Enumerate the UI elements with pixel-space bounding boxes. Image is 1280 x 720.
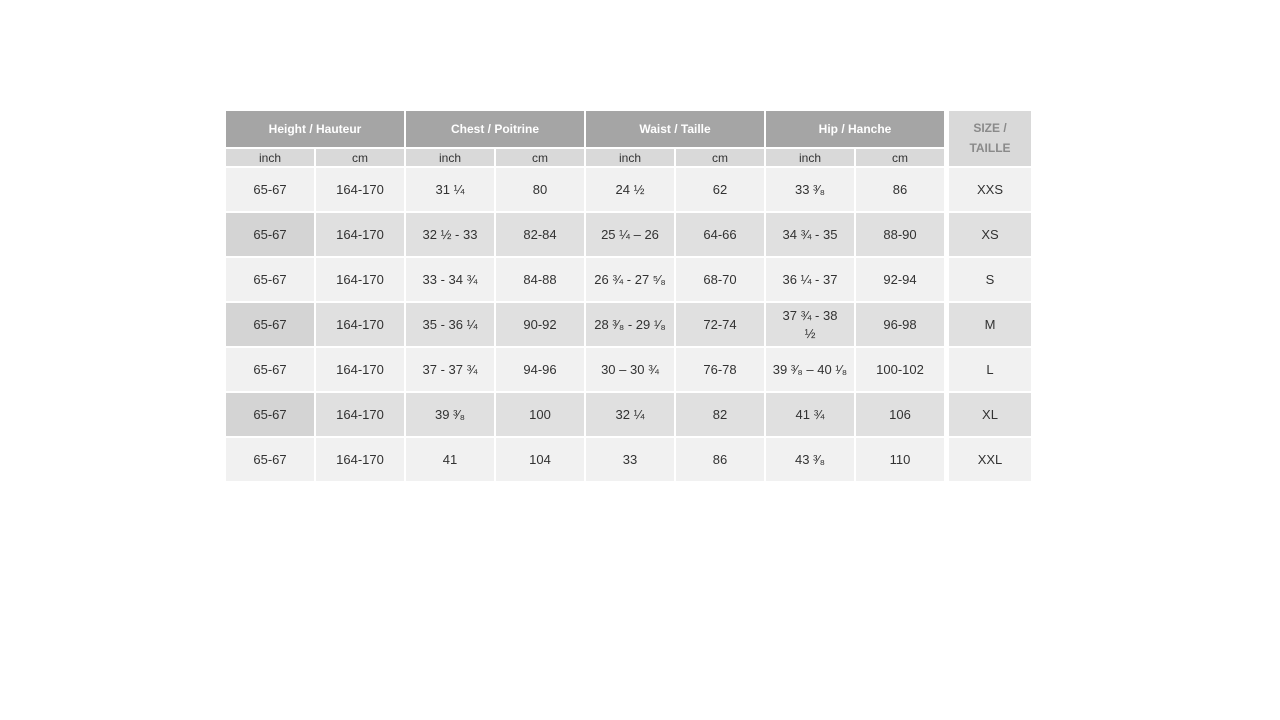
size-cell: XXS: [946, 168, 1031, 211]
size-cell: L: [946, 348, 1031, 391]
size-cell: XXL: [946, 438, 1031, 481]
table-row: 65-67 164-170 31 ¼ 80 24 ½ 62 33 ³⁄₈ 86 XXS: [226, 168, 1031, 211]
table-cell-waist_cm: 62: [676, 168, 764, 211]
table-cell-waist_inch: 33: [586, 438, 674, 481]
table-cell-waist_inch: 28 ³⁄₈ - 29 ¹⁄₈: [586, 303, 674, 346]
table-cell-waist_cm: 76-78: [676, 348, 764, 391]
table-cell-height_inch: 65-67: [226, 348, 314, 391]
header-waist: Waist / Taille: [586, 111, 764, 147]
table-row: 65-67 164-170 32 ½ - 33 82-84 25 ¼ – 26 64-66…: [226, 213, 1031, 256]
table-cell-chest_cm: 104: [496, 438, 584, 481]
table-cell-chest_inch: 31 ¼: [406, 168, 494, 211]
table-row: 65-67 164-170 33 - 34 ¾ 84-88 26 ¾ - 27 ⁵⁄₈ 6…: [226, 258, 1031, 301]
unit-chest-inch: inch: [406, 149, 494, 166]
size-cell: M: [946, 303, 1031, 346]
table-cell-hip_inch: 41 ¾: [766, 393, 854, 436]
table-cell-chest_inch: 39 ³⁄₈: [406, 393, 494, 436]
table-cell-height_inch: 65-67: [226, 213, 314, 256]
table-cell-hip_inch: 37 ¾ - 38 ½: [766, 303, 854, 346]
unit-hip-inch: inch: [766, 149, 854, 166]
size-cell: XS: [946, 213, 1031, 256]
unit-chest-cm: cm: [496, 149, 584, 166]
table-cell-chest_cm: 100: [496, 393, 584, 436]
table-cell-waist_inch: 30 – 30 ¾: [586, 348, 674, 391]
table-cell-height_cm: 164-170: [316, 348, 404, 391]
table-cell-hip_cm: 106: [856, 393, 944, 436]
group-header-row: Height / Hauteur Chest / Poitrine Waist …: [226, 111, 1031, 166]
table-cell-height_cm: 164-170: [316, 303, 404, 346]
table-cell-height_inch: 65-67: [226, 258, 314, 301]
table-cell-chest_inch: 41: [406, 438, 494, 481]
table-cell-chest_inch: 37 - 37 ¾: [406, 348, 494, 391]
table-cell-hip_cm: 86: [856, 168, 944, 211]
size-cell: XL: [946, 393, 1031, 436]
header-chest: Chest / Poitrine: [406, 111, 584, 147]
table-cell-height_inch: 65-67: [226, 303, 314, 346]
table-cell-chest_cm: 82-84: [496, 213, 584, 256]
table-cell-hip_inch: 34 ¾ - 35: [766, 213, 854, 256]
table-cell-hip_inch: 33 ³⁄₈: [766, 168, 854, 211]
table-cell-waist_cm: 64-66: [676, 213, 764, 256]
table-cell-height_cm: 164-170: [316, 393, 404, 436]
unit-hip-cm: cm: [856, 149, 944, 166]
table-cell-waist_cm: 72-74: [676, 303, 764, 346]
table-cell-chest_inch: 35 - 36 ¼: [406, 303, 494, 346]
table-cell-height_cm: 164-170: [316, 258, 404, 301]
table-cell-height_cm: 164-170: [316, 438, 404, 481]
table-cell-height_cm: 164-170: [316, 213, 404, 256]
table-row: 65-67 164-170 35 - 36 ¼ 90-92 28 ³⁄₈ - 29 ¹⁄…: [226, 303, 1031, 346]
table-cell-chest_cm: 90-92: [496, 303, 584, 346]
size-cell: S: [946, 258, 1031, 301]
table-cell-hip_cm: 88-90: [856, 213, 944, 256]
table-cell-chest_cm: 80: [496, 168, 584, 211]
table-row: 65-67 164-170 41 104 33 86 43 ³⁄₈ 110 XXL: [226, 438, 1031, 481]
table-cell-chest_inch: 33 - 34 ¾: [406, 258, 494, 301]
table-cell-hip_inch: 39 ³⁄₈ – 40 ¹⁄₈: [766, 348, 854, 391]
table-cell-height_inch: 65-67: [226, 438, 314, 481]
table-body: 65-67 164-170 31 ¼ 80 24 ½ 62 33 ³⁄₈ 86 XXS 65-67…: [226, 168, 1031, 481]
table-cell-chest_cm: 94-96: [496, 348, 584, 391]
table-cell-chest_cm: 84-88: [496, 258, 584, 301]
header-hip: Hip / Hanche: [766, 111, 944, 147]
size-chart-table: Height / Hauteur Chest / Poitrine Waist …: [224, 109, 1033, 483]
table-cell-height_cm: 164-170: [316, 168, 404, 211]
table-cell-hip_cm: 96-98: [856, 303, 944, 346]
size-chart-container: Height / Hauteur Chest / Poitrine Waist …: [224, 109, 1033, 483]
table-cell-waist_inch: 24 ½: [586, 168, 674, 211]
table-cell-waist_cm: 86: [676, 438, 764, 481]
table-cell-hip_cm: 100-102: [856, 348, 944, 391]
table-cell-height_inch: 65-67: [226, 168, 314, 211]
table-cell-hip_inch: 36 ¼ - 37: [766, 258, 854, 301]
table-cell-waist_cm: 82: [676, 393, 764, 436]
unit-height-inch: inch: [226, 149, 314, 166]
unit-header-row: inch cm inch cm inch cm inch cm: [226, 149, 1031, 166]
unit-height-cm: cm: [316, 149, 404, 166]
header-size: SIZE / TAILLE: [946, 111, 1031, 166]
table-cell-chest_inch: 32 ½ - 33: [406, 213, 494, 256]
table-row: 65-67 164-170 39 ³⁄₈ 100 32 ¼ 82 41 ¾ 106 XL: [226, 393, 1031, 436]
table-header: Height / Hauteur Chest / Poitrine Waist …: [226, 111, 1031, 166]
unit-waist-inch: inch: [586, 149, 674, 166]
table-row: 65-67 164-170 37 - 37 ¾ 94-96 30 – 30 ¾ 76-78…: [226, 348, 1031, 391]
table-cell-waist_cm: 68-70: [676, 258, 764, 301]
table-cell-hip_cm: 92-94: [856, 258, 944, 301]
table-cell-waist_inch: 32 ¼: [586, 393, 674, 436]
table-cell-waist_inch: 26 ¾ - 27 ⁵⁄₈: [586, 258, 674, 301]
table-cell-hip_inch: 43 ³⁄₈: [766, 438, 854, 481]
table-cell-height_inch: 65-67: [226, 393, 314, 436]
unit-waist-cm: cm: [676, 149, 764, 166]
table-cell-hip_cm: 110: [856, 438, 944, 481]
header-height: Height / Hauteur: [226, 111, 404, 147]
table-cell-waist_inch: 25 ¼ – 26: [586, 213, 674, 256]
